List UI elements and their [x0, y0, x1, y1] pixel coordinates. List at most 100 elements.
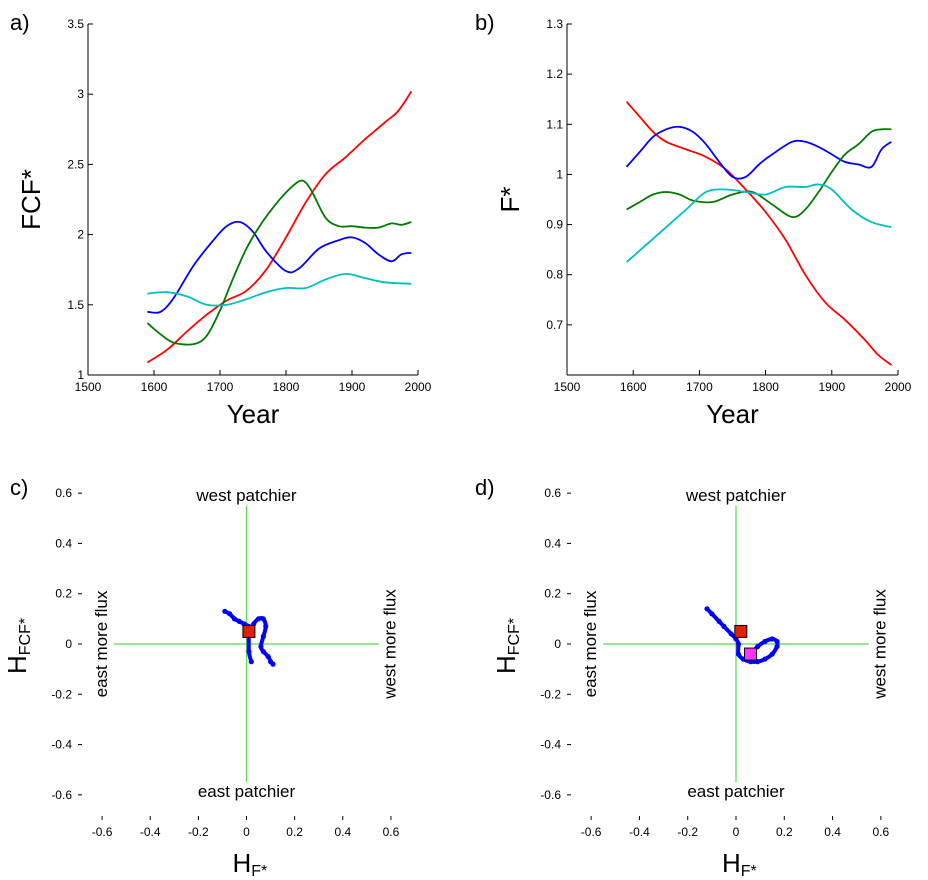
panel-d: d) -0.6 -0.4 -0.2 0 0.2 0.4 0.6 -0.6 -0.4 -0.2 0 0.2…	[475, 475, 890, 880]
x-tick-label: 0.6	[873, 825, 890, 839]
series-line	[625, 125, 892, 180]
trajectory-point	[258, 643, 264, 650]
trajectory-point	[260, 616, 266, 622]
x-tick-label: 0	[733, 825, 740, 839]
trajectory-point	[260, 633, 266, 640]
axes: -0.6 -0.4 -0.2 0 0.2 0.4 0.6 -0.6 -0.4 -0.2 0 0.2 0.…	[2, 486, 400, 880]
y-tick-label: 1.2	[546, 67, 563, 81]
annotation-top: west patchier	[195, 486, 296, 505]
x-tick-label: -0.4	[629, 825, 650, 839]
trajectory-point	[762, 638, 768, 645]
y-tick-label: 0.6	[544, 486, 561, 500]
x-tick-label: 1900	[339, 380, 366, 394]
x-tick-label: 0.2	[286, 825, 303, 839]
trajectory-point	[231, 616, 238, 622]
y-axis-title-sub: FCF*	[17, 618, 34, 655]
y-tick-label: 2.5	[67, 157, 84, 171]
square-marker	[242, 624, 256, 638]
x-axis-title: HF*	[722, 848, 757, 880]
series-line	[626, 128, 892, 219]
y-tick-label: 1	[556, 167, 563, 181]
panel-label: a)	[10, 10, 30, 35]
annotation-top: west patchier	[685, 486, 786, 505]
panel-label: d)	[475, 475, 495, 500]
y-tick-label: -0.2	[51, 687, 72, 701]
y-tick-label: 0.4	[55, 536, 72, 550]
y-tick-label: -0.6	[51, 788, 72, 802]
panel-b: b)1500 1600 1700 1800 1900 20000.70.80.911.11…	[475, 10, 912, 429]
x-axis-title: HF*	[233, 848, 268, 880]
y-tick-label: 0.9	[546, 218, 563, 232]
trajectory-point	[735, 651, 742, 657]
y-tick-label: -0.2	[540, 687, 561, 701]
trajectory-point	[728, 631, 734, 637]
y-tick-label: 0.2	[544, 587, 561, 601]
series-group	[625, 101, 892, 366]
x-tick-label: 0.4	[824, 825, 841, 839]
trajectory-point	[255, 616, 262, 622]
series-group	[146, 90, 413, 364]
trajectory-point	[263, 623, 269, 630]
trajectory-point	[265, 653, 271, 660]
trajectory-point	[774, 638, 780, 645]
y-axis-title: FCF*	[16, 169, 46, 230]
y-tick-label: 0	[554, 637, 561, 651]
x-tick-label: -0.2	[188, 825, 209, 839]
y-tick-label: 3	[77, 87, 84, 101]
trajectory-point	[769, 651, 775, 657]
x-tick-label: 1800	[273, 380, 300, 394]
x-tick-label: -0.6	[92, 825, 113, 839]
x-tick-label: 1500	[554, 380, 581, 394]
annotation-bottom: east patchier	[687, 782, 785, 801]
trajectory-point	[774, 643, 780, 650]
trajectory-point	[704, 606, 710, 612]
x-tick-label: -0.2	[677, 825, 698, 839]
x-tick-label: 0	[243, 825, 250, 839]
y-tick-label: 1.3	[546, 17, 563, 31]
annotation-bottom: east patchier	[198, 782, 296, 801]
y-axis-title-main: H	[491, 655, 521, 674]
series-line	[147, 272, 412, 307]
panel-label: c)	[10, 475, 28, 500]
y-tick-label: 3.5	[67, 17, 84, 31]
x-axis-title-sub: F*	[741, 863, 757, 880]
trajectory-point	[721, 623, 727, 630]
x-tick-label: 2000	[405, 380, 432, 394]
x-tick-label: 1600	[620, 380, 647, 394]
trajectory-point	[716, 618, 722, 624]
trajectory-point	[260, 648, 266, 655]
x-axis-title: Year	[706, 399, 759, 429]
trajectory-point	[246, 648, 252, 655]
y-tick-label: 0.7	[546, 318, 563, 332]
y-axis-title: HFCF*	[2, 618, 34, 674]
panel-a: a) 1500 1600 1700 1800 1900 2000 1 1.5 2 2.5 3 3.5 Ye…	[10, 10, 432, 429]
x-tick-label: 2000	[885, 380, 912, 394]
x-tick-label: 0.4	[334, 825, 351, 839]
trajectory-point	[709, 611, 715, 617]
y-tick-label: -0.4	[51, 738, 72, 752]
trajectory-point	[769, 636, 775, 642]
series-line	[147, 220, 412, 314]
y-tick-label: -0.4	[540, 738, 561, 752]
trajectory-point	[270, 661, 276, 667]
trajectory-group	[704, 606, 780, 665]
axes: 1500 1600 1700 1800 1900 2000 1 1.5 2 2.5 3 3.5 Year…	[16, 17, 432, 429]
x-axis-title-main: H	[722, 848, 741, 878]
x-tick-label: 1500	[75, 380, 102, 394]
x-tick-label: 1700	[686, 380, 713, 394]
y-tick-label: 0.2	[55, 587, 72, 601]
x-axis-title: Year	[227, 399, 280, 429]
x-axis-title-sub: F*	[251, 863, 267, 880]
y-tick-label: 2	[77, 228, 84, 242]
trajectory-point	[222, 608, 228, 614]
y-axis-title-sub: FCF*	[506, 618, 523, 655]
series-line	[626, 183, 892, 263]
trajectory-point	[762, 656, 768, 662]
x-tick-label: 1600	[141, 380, 168, 394]
y-tick-label: -0.6	[540, 788, 561, 802]
axes: -0.6 -0.4 -0.2 0 0.2 0.4 0.6 -0.6 -0.4 -0.2 0 0.2 0.…	[491, 486, 890, 880]
x-tick-label: -0.6	[581, 825, 602, 839]
x-tick-label: 1900	[818, 380, 845, 394]
y-tick-label: 0.6	[55, 486, 72, 500]
